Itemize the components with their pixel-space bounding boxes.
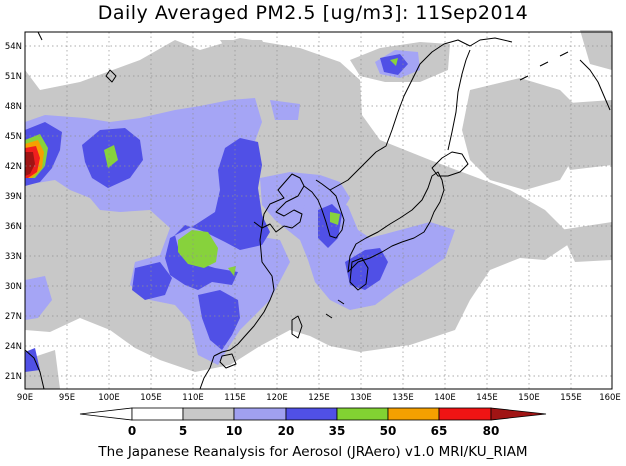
lon-label: 155E bbox=[560, 393, 582, 403]
sakhalin bbox=[447, 49, 471, 151]
graticule bbox=[25, 32, 612, 389]
kamchatka bbox=[579, 59, 611, 111]
japan-honshu bbox=[347, 171, 445, 273]
colorbar-label: 0 bbox=[128, 424, 136, 438]
colorbar-segment-0-5 bbox=[131, 407, 184, 421]
lat-label: 45N bbox=[5, 132, 22, 142]
lon-label: 150E bbox=[518, 393, 540, 403]
lat-label: 24N bbox=[5, 342, 22, 352]
colorbar-label: 80 bbox=[483, 424, 500, 438]
taiwan bbox=[291, 315, 303, 339]
coastlines bbox=[24, 31, 611, 390]
map-panel bbox=[24, 30, 613, 390]
lon-label: 105E bbox=[140, 393, 162, 403]
indochina-coast bbox=[199, 355, 215, 390]
pm25-field bbox=[25, 30, 612, 389]
lon-label: 110E bbox=[182, 393, 204, 403]
lat-label: 42N bbox=[5, 162, 22, 172]
colorbar-label: 5 bbox=[179, 424, 187, 438]
lat-label: 33N bbox=[5, 252, 22, 262]
colorbar-label: 10 bbox=[226, 424, 243, 438]
map-frame bbox=[24, 31, 613, 390]
colorbar-label: 50 bbox=[380, 424, 397, 438]
hainan bbox=[219, 353, 237, 369]
colorbar-segment-35-50 bbox=[336, 407, 389, 421]
japan-kyushu bbox=[349, 257, 369, 291]
lon-label: 125E bbox=[308, 393, 330, 403]
lat-label: 54N bbox=[5, 42, 22, 52]
lon-label: 130E bbox=[350, 393, 372, 403]
colorbar-label: 20 bbox=[278, 424, 295, 438]
lat-label: 27N bbox=[5, 312, 22, 322]
japan-hokkaido bbox=[431, 151, 469, 177]
colorbar-segment-5-10 bbox=[182, 407, 235, 421]
china-coast bbox=[213, 173, 305, 357]
lon-label: 115E bbox=[224, 393, 246, 403]
latitude-labels: 21N 24N 27N 30N 33N 36N 39N 42N 45N 48N … bbox=[5, 42, 22, 382]
colorbar-segment-50-65 bbox=[387, 407, 440, 421]
colorbar-segment-10-20 bbox=[233, 407, 287, 421]
colorbar-label: 65 bbox=[431, 424, 448, 438]
lon-label: 90E bbox=[17, 393, 33, 403]
india-coast bbox=[24, 349, 45, 390]
lon-label: 160E bbox=[599, 393, 621, 403]
lon-label: 135E bbox=[392, 393, 414, 403]
lat-label: 30N bbox=[5, 282, 22, 292]
colorbar-segment-65-80 bbox=[438, 407, 492, 421]
lat-label: 48N bbox=[5, 102, 22, 112]
ryukyu-islands bbox=[325, 299, 345, 319]
map-title: Daily Averaged PM2.5 [ug/m3]: 11Sep2014 bbox=[97, 2, 529, 24]
lat-label: 21N bbox=[5, 372, 22, 382]
colorbar-under-arrow bbox=[79, 407, 133, 421]
russia-coast bbox=[329, 37, 513, 191]
longitude-labels: 90E 95E 100E 105E 110E 115E 120E 125E 13… bbox=[17, 393, 621, 403]
lat-label: 51N bbox=[5, 72, 22, 82]
colorbar-label: 35 bbox=[329, 424, 346, 438]
level-80-contours bbox=[25, 152, 35, 176]
colorbar-segment-20-35 bbox=[285, 407, 338, 421]
western-lakes bbox=[37, 31, 117, 83]
lon-label: 120E bbox=[266, 393, 288, 403]
korea-coast bbox=[303, 179, 345, 239]
colorbar-over-arrow bbox=[490, 407, 547, 421]
colorbar: 0 5 10 20 35 50 65 80 bbox=[79, 407, 547, 438]
lon-label: 145E bbox=[476, 393, 498, 403]
data-source-credit: The Japanese Reanalysis for Aerosol (JRA… bbox=[98, 444, 528, 460]
island-arc bbox=[519, 51, 569, 81]
lat-label: 39N bbox=[5, 192, 22, 202]
lon-label: 95E bbox=[59, 393, 75, 403]
lon-label: 140E bbox=[434, 393, 456, 403]
lat-label: 36N bbox=[5, 222, 22, 232]
lon-label: 100E bbox=[98, 393, 120, 403]
